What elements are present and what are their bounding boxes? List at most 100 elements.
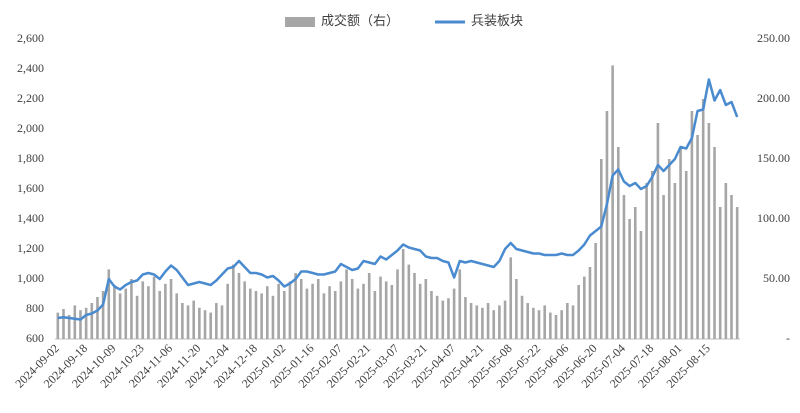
- bar: [254, 291, 258, 339]
- bar: [645, 183, 648, 339]
- bar: [79, 310, 82, 339]
- y-tick-label: 800: [26, 301, 44, 315]
- bar: [333, 291, 337, 339]
- bar: [656, 123, 660, 339]
- bar: [328, 286, 331, 339]
- bar: [124, 288, 128, 339]
- y-tick-label: 1,600: [17, 181, 44, 195]
- bar: [549, 312, 552, 339]
- bar: [181, 303, 184, 339]
- bar: [650, 171, 654, 339]
- bar: [345, 269, 348, 339]
- bar: [203, 310, 207, 339]
- bar: [673, 183, 677, 339]
- bar: [379, 276, 382, 339]
- bar: [186, 305, 190, 339]
- y-tick-label: 1,800: [17, 151, 44, 165]
- bar: [696, 135, 699, 339]
- bar: [684, 171, 688, 339]
- bar: [554, 315, 558, 339]
- bar: [265, 286, 269, 339]
- bar: [396, 269, 399, 339]
- bar: [515, 279, 518, 339]
- bar: [311, 283, 314, 339]
- bar: [469, 303, 473, 339]
- bar: [730, 195, 733, 339]
- bar: [724, 183, 728, 339]
- bar: [498, 305, 501, 339]
- bar: [390, 285, 394, 339]
- bar: [520, 295, 524, 339]
- bar: [701, 99, 705, 339]
- bar: [707, 123, 711, 339]
- bar: [690, 111, 694, 339]
- bar: [718, 207, 722, 339]
- bar: [118, 293, 122, 339]
- bar: [362, 283, 365, 339]
- y-tick-label: 2,600: [17, 31, 44, 45]
- bar: [141, 281, 145, 339]
- bar: [588, 267, 592, 339]
- bar: [113, 285, 116, 339]
- bar: [294, 273, 297, 339]
- bar: [560, 310, 563, 339]
- bar: [130, 279, 133, 339]
- bar: [305, 288, 309, 339]
- bar: [384, 281, 388, 339]
- y2-tick-label: 50.00: [763, 271, 790, 285]
- bar: [622, 195, 626, 339]
- bar: [481, 307, 484, 339]
- line: [57, 78, 739, 321]
- bar: [735, 207, 739, 339]
- bar: [458, 269, 462, 339]
- bar: [73, 305, 77, 339]
- bar: [56, 312, 60, 339]
- bar: [135, 295, 139, 339]
- y-tick-label: 600: [26, 331, 44, 345]
- bar: [367, 273, 371, 339]
- bar: [464, 297, 467, 339]
- bar: [107, 269, 111, 339]
- bar: [713, 147, 716, 339]
- bar: [401, 249, 405, 339]
- bar: [667, 159, 671, 339]
- bar: [616, 147, 620, 339]
- bar: [288, 281, 292, 339]
- bar: [96, 297, 99, 339]
- bar: [243, 281, 246, 339]
- bar: [215, 303, 218, 339]
- bar: [232, 264, 235, 339]
- bar: [600, 159, 603, 339]
- bar: [350, 279, 354, 339]
- y-tick-label: 1,000: [17, 271, 44, 285]
- bar: [220, 305, 224, 339]
- y2-tick-label: 150.00: [757, 151, 790, 165]
- bar: [175, 293, 179, 339]
- legend-label: 成交额（右）: [321, 13, 399, 28]
- bar: [628, 219, 631, 339]
- bar: [441, 300, 445, 339]
- y2-tick-label: 200.00: [757, 91, 790, 105]
- bar: [164, 283, 167, 339]
- bar: [339, 281, 343, 339]
- bar: [271, 295, 275, 339]
- bar: [577, 285, 580, 339]
- bar: [509, 257, 513, 339]
- legend-label: 兵装板块: [471, 13, 523, 28]
- legend-swatch: [285, 17, 315, 27]
- bar: [147, 286, 150, 339]
- bar: [503, 300, 507, 339]
- bar: [435, 295, 439, 339]
- bar: [486, 303, 490, 339]
- y-tick-label: 1,200: [17, 241, 44, 255]
- bar: [413, 273, 416, 339]
- bar: [101, 291, 105, 339]
- bar: [260, 293, 263, 339]
- bar: [226, 283, 229, 339]
- bar: [452, 288, 456, 339]
- bar: [605, 111, 609, 339]
- bar: [492, 310, 496, 339]
- bar: [209, 312, 212, 339]
- y2-tick-label: -: [786, 331, 790, 345]
